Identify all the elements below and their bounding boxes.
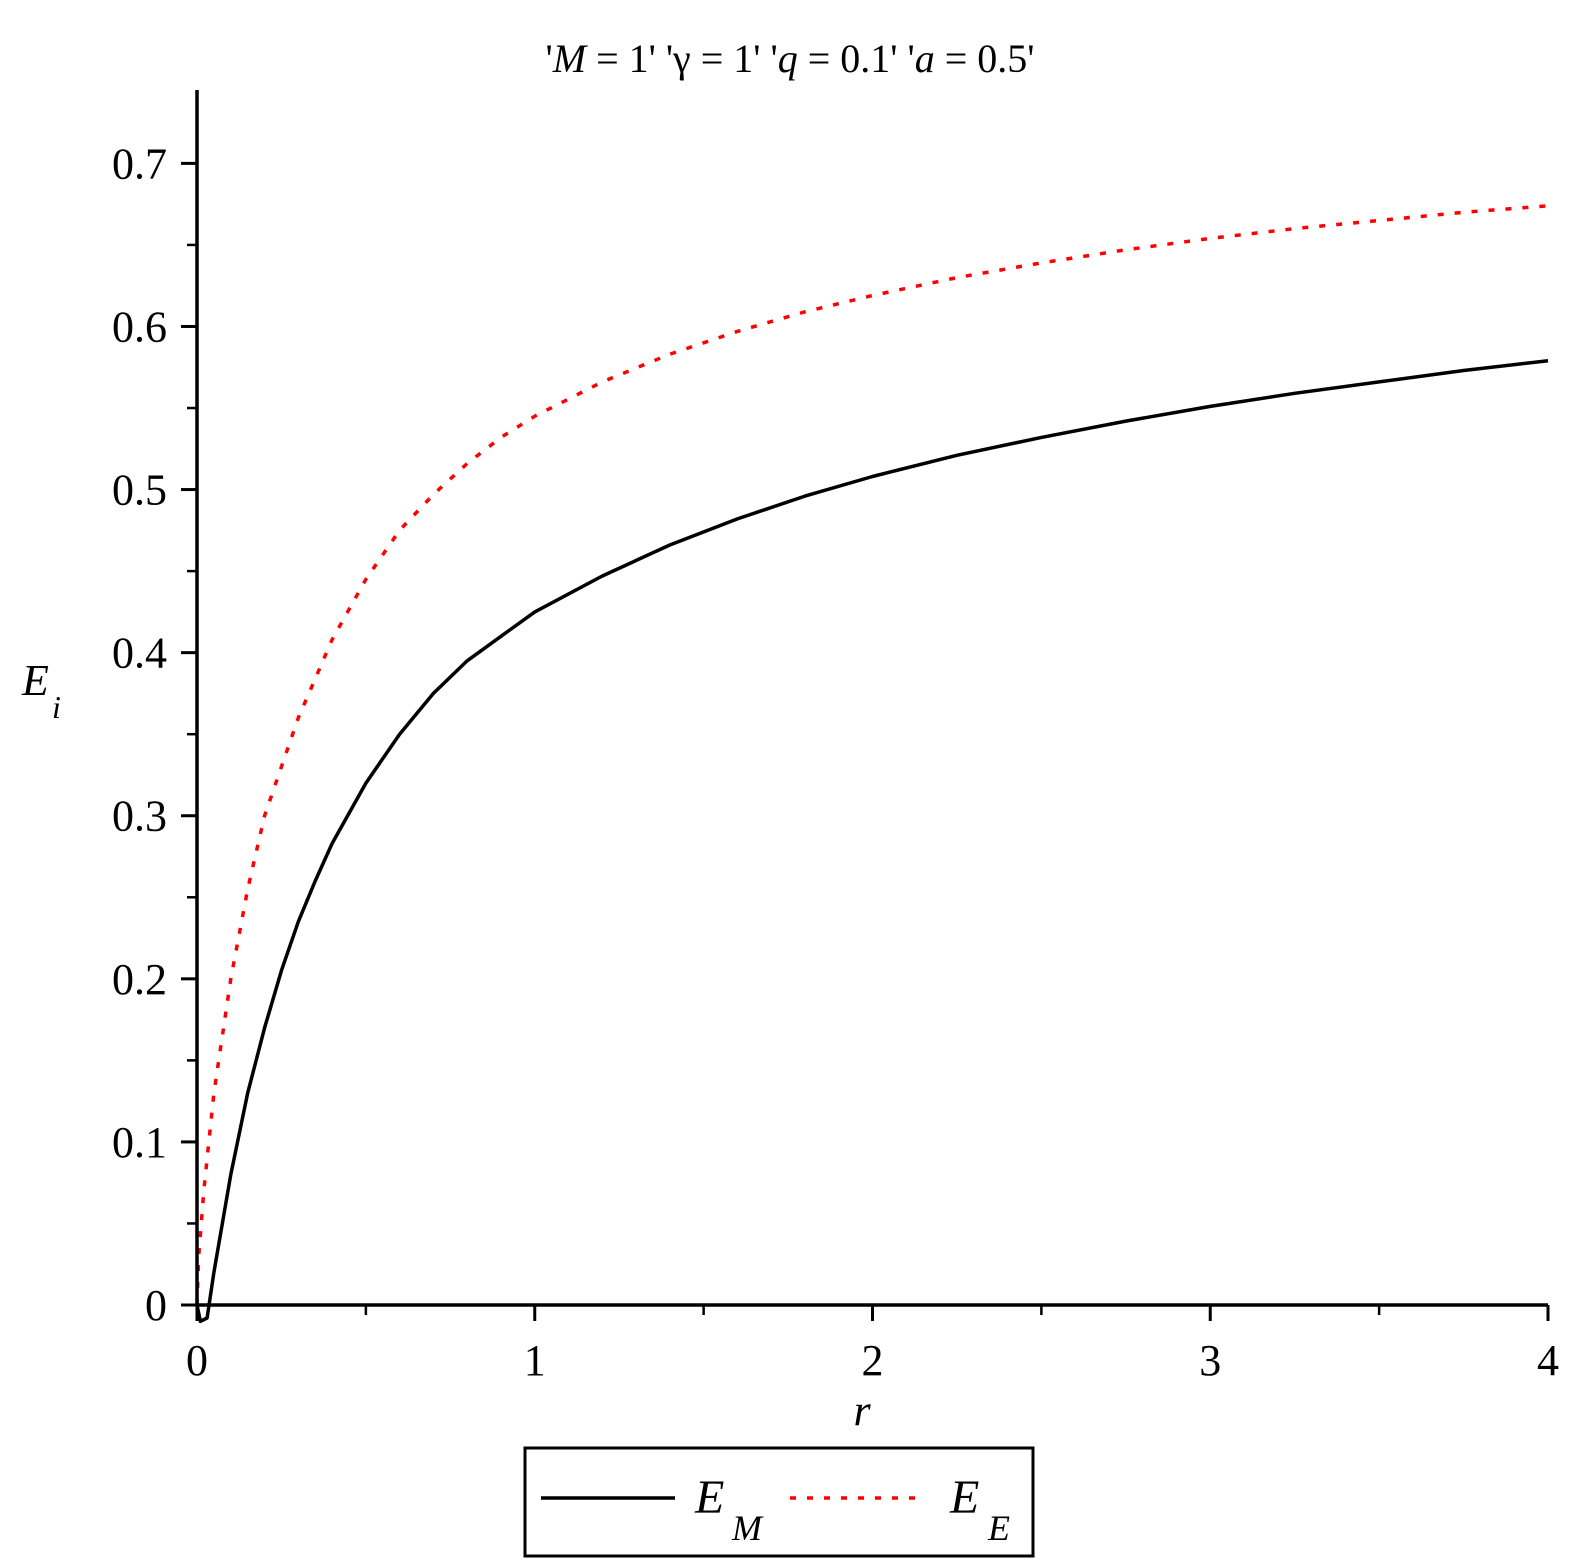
- x-tick-label: 0: [186, 1336, 208, 1385]
- x-tick-label: 1: [524, 1336, 546, 1385]
- legend: E M E E: [523, 1446, 1035, 1558]
- legend-sub-e-e: E: [987, 1508, 1010, 1548]
- legend-sub-e-m: M: [731, 1508, 764, 1548]
- series-line-e-m: [195, 358, 1549, 1324]
- x-axis-label: r: [853, 1386, 871, 1435]
- axes: [195, 90, 1548, 1307]
- legend-label-e-e: E: [949, 1471, 979, 1524]
- y-tick-label: 0.6: [112, 302, 167, 351]
- y-axis-label-sub: i: [52, 689, 61, 725]
- ticks: 0 1 2 3 4 0 0.1 0.2 0.3 0.4 0.5 0.6 0.7: [112, 139, 1559, 1385]
- series-line-e-e: [195, 204, 1549, 1306]
- y-tick-label: 0.1: [112, 1118, 167, 1167]
- x-tick-label: 3: [1199, 1336, 1221, 1385]
- y-axis-label: E i: [21, 656, 61, 725]
- x-tick-label: 4: [1537, 1336, 1559, 1385]
- y-tick-label: 0.4: [112, 629, 167, 678]
- plot-lines: [195, 204, 1549, 1324]
- y-tick-label: 0.7: [112, 139, 167, 188]
- legend-box: [523, 1446, 1035, 1558]
- y-tick-label: 0.5: [112, 466, 167, 515]
- y-tick-label: 0: [145, 1281, 167, 1330]
- y-tick-label: 0.2: [112, 955, 167, 1004]
- x-tick-label: 2: [862, 1336, 884, 1385]
- chart-title: 'M = 1' 'γ = 1' 'q = 0.1' 'a = 0.5': [546, 36, 1035, 81]
- y-tick-label: 0.3: [112, 792, 167, 841]
- legend-label-e-m: E: [694, 1471, 724, 1524]
- y-axis-label-main: E: [21, 656, 49, 705]
